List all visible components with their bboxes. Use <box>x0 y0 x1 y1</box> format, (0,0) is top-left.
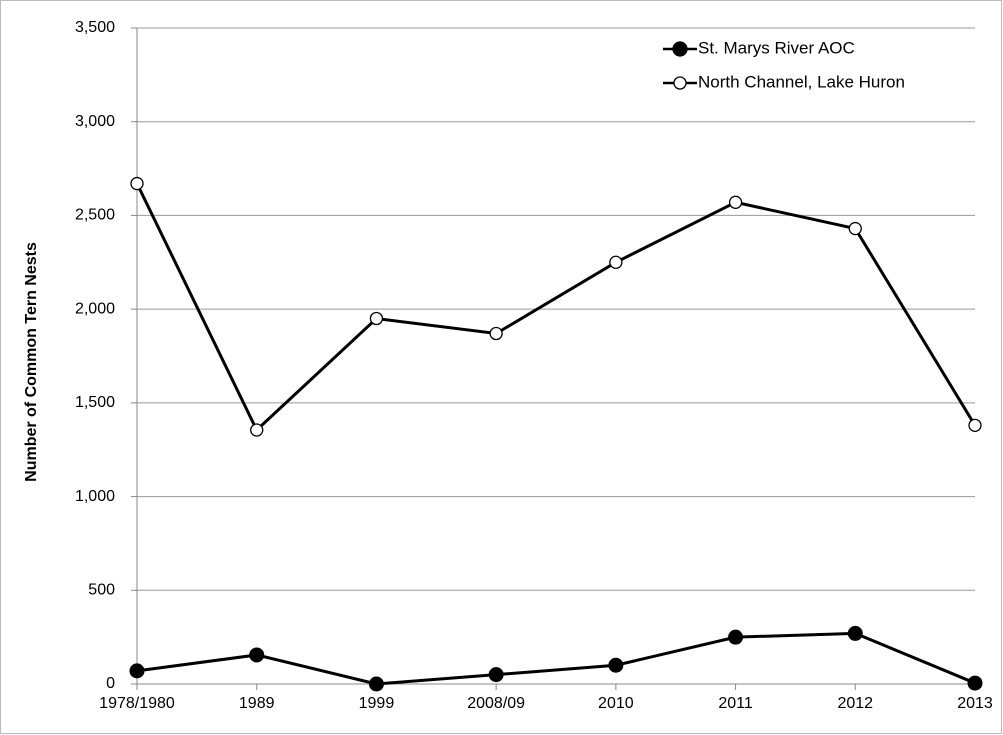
y-tick-label: 2,000 <box>75 300 115 317</box>
y-axis-label: Number of Common Tern Nests <box>23 242 40 482</box>
data-point <box>728 629 744 645</box>
data-point <box>609 255 623 269</box>
series-line <box>135 182 977 433</box>
x-tick-label: 2008/09 <box>467 695 525 712</box>
data-point <box>130 176 144 191</box>
x-tick-label: 2012 <box>837 695 873 712</box>
x-tick-label: 1999 <box>359 695 395 712</box>
data-point <box>848 221 862 236</box>
x-tick-label: 2011 <box>718 695 753 712</box>
data-point <box>847 625 863 641</box>
y-tick-label: 1,000 <box>75 488 115 505</box>
data-point <box>129 663 145 679</box>
x-tick-label: 2010 <box>598 695 634 712</box>
legend-marker <box>672 41 688 57</box>
y-tick-label: 2,500 <box>75 207 115 224</box>
legend-marker <box>673 76 687 90</box>
y-tick-label: 3,000 <box>75 113 115 130</box>
data-point <box>250 423 264 437</box>
y-tick-label: 1,500 <box>75 394 115 411</box>
data-point <box>728 195 743 209</box>
data-point <box>968 418 982 432</box>
data-point <box>369 311 384 326</box>
data-point <box>488 667 504 683</box>
x-tick-label: 1978/1980 <box>99 695 175 712</box>
data-point <box>967 675 983 691</box>
y-tick-label: 0 <box>106 675 115 692</box>
data-point <box>368 676 384 692</box>
x-tick-label: 2013 <box>957 695 993 712</box>
x-tick-label: 1989 <box>239 695 275 712</box>
data-point <box>489 326 503 341</box>
legend-label: St. Marys River AOC <box>698 38 855 57</box>
data-point <box>608 657 624 673</box>
series-line <box>136 631 976 686</box>
y-tick-label: 500 <box>88 582 115 599</box>
legend-label: North Channel, Lake Huron <box>698 72 905 91</box>
y-tick-label: 3,500 <box>75 19 115 36</box>
data-point <box>249 647 265 663</box>
